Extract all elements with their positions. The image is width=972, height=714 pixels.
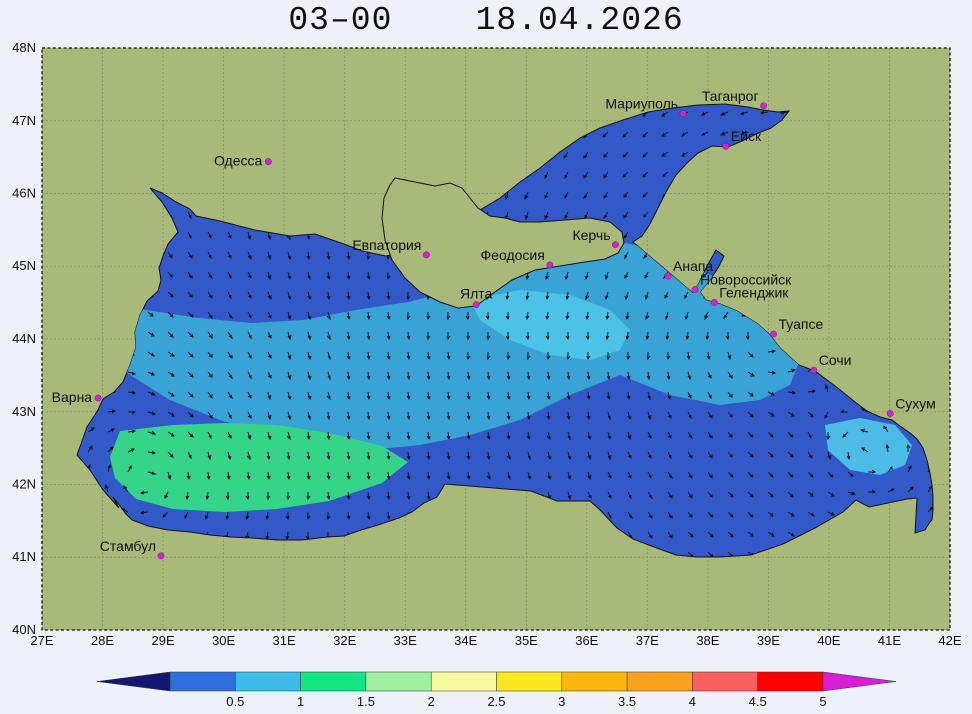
svg-text:35E: 35E [515,633,538,648]
svg-text:Стамбул: Стамбул [100,538,156,554]
svg-text:41N: 41N [12,549,36,564]
svg-text:38E: 38E [696,633,719,648]
svg-text:41E: 41E [878,633,901,648]
svg-text:Таганрог: Таганрог [702,88,759,104]
svg-text:Ейск: Ейск [731,128,762,144]
svg-text:Варна: Варна [52,389,93,405]
svg-text:39E: 39E [757,633,780,648]
svg-text:27E: 27E [30,633,53,648]
svg-text:Туапсе: Туапсе [779,316,824,332]
svg-text:47N: 47N [12,113,36,128]
svg-text:Феодосия: Феодосия [481,247,545,263]
svg-text:0.5: 0.5 [226,694,244,709]
svg-text:Геленджик: Геленджик [719,284,789,300]
svg-text:44N: 44N [12,331,36,346]
svg-text:Сухум: Сухум [895,396,936,412]
svg-text:Мариуполь: Мариуполь [605,96,678,112]
svg-text:4.5: 4.5 [749,694,767,709]
svg-text:Керчь: Керчь [572,227,610,243]
svg-text:36E: 36E [575,633,598,648]
svg-text:2: 2 [428,694,435,709]
svg-text:4: 4 [689,694,696,709]
svg-text:31E: 31E [273,633,296,648]
svg-text:1.5: 1.5 [357,694,375,709]
svg-text:45N: 45N [12,258,36,273]
svg-text:5: 5 [819,694,826,709]
svg-text:28E: 28E [91,633,114,648]
svg-text:Сочи: Сочи [819,352,852,368]
svg-text:Одесса: Одесса [214,153,263,169]
svg-text:48N: 48N [12,40,36,55]
svg-text:Ялта: Ялта [460,286,493,302]
svg-text:42E: 42E [938,633,961,648]
svg-text:3: 3 [558,694,565,709]
svg-text:30E: 30E [212,633,235,648]
svg-text:1: 1 [297,694,304,709]
svg-text:40E: 40E [817,633,840,648]
svg-text:2.5: 2.5 [487,694,505,709]
svg-text:42N: 42N [12,477,36,492]
svg-text:46N: 46N [12,186,36,201]
svg-text:34E: 34E [454,633,477,648]
svg-text:32E: 32E [333,633,356,648]
svg-text:37E: 37E [636,633,659,648]
svg-text:29E: 29E [152,633,175,648]
svg-text:33E: 33E [394,633,417,648]
svg-text:3.5: 3.5 [618,694,636,709]
svg-text:43N: 43N [12,404,36,419]
svg-text:Евпатория: Евпатория [352,237,421,253]
